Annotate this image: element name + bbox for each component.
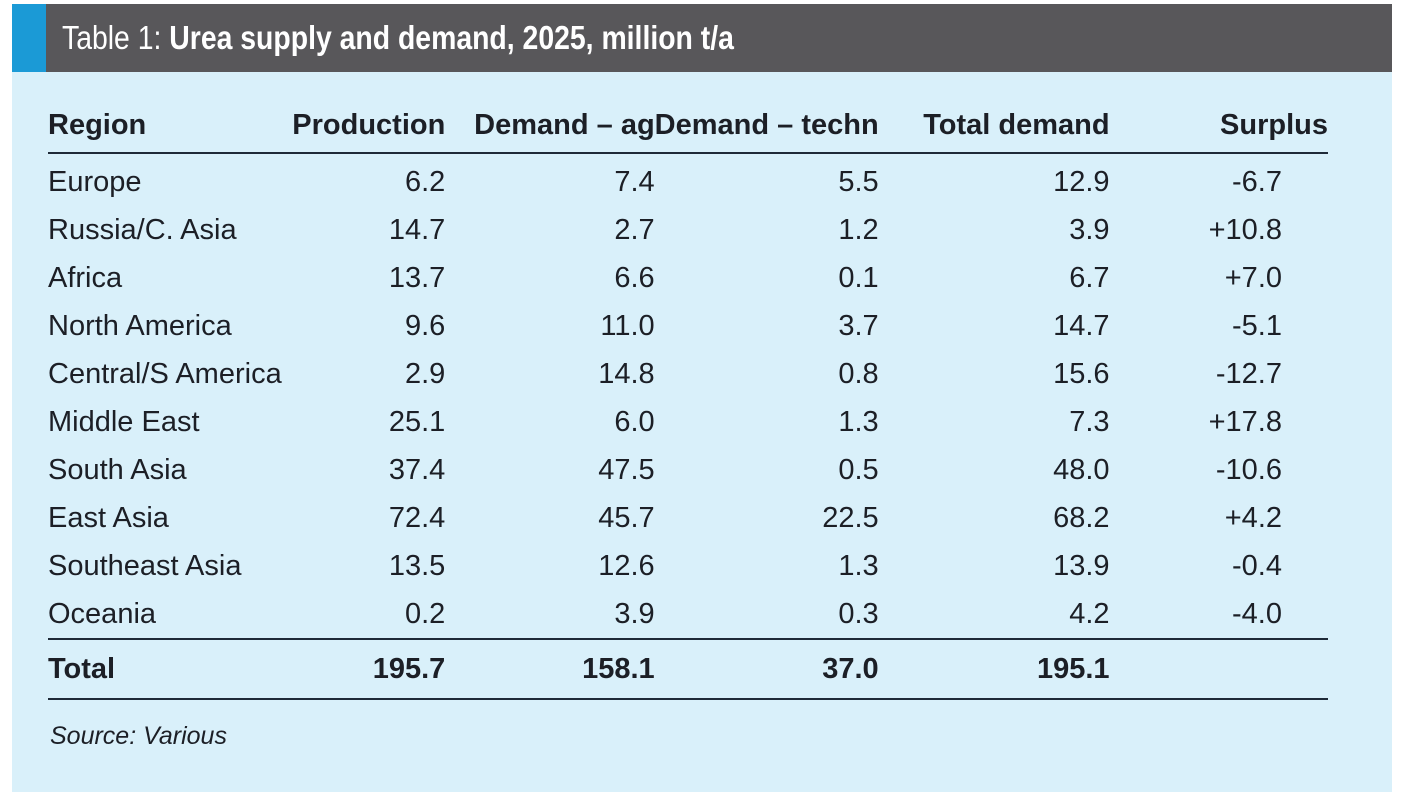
table-row: Africa 13.7 6.6 0.1 6.7 +7.0 bbox=[48, 254, 1328, 302]
table-row: Europe 6.2 7.4 5.5 12.9 -6.7 bbox=[48, 153, 1328, 206]
table-header-bar: Table 1: Urea supply and demand, 2025, m… bbox=[12, 4, 1392, 72]
table-title: Table 1: Urea supply and demand, 2025, m… bbox=[62, 18, 734, 58]
region-cell: Oceania bbox=[48, 597, 157, 630]
table-panel: Table 1: Urea supply and demand, 2025, m… bbox=[12, 4, 1392, 792]
table-number: Table 1: bbox=[62, 19, 170, 56]
total-label: Total bbox=[48, 652, 116, 685]
value-cell: 3.9 bbox=[614, 597, 655, 630]
table-row: Middle East 25.1 6.0 1.3 7.3 +17.8 bbox=[48, 398, 1328, 446]
value-cell: 5.5 bbox=[838, 165, 879, 198]
value-cell: 25.1 bbox=[388, 405, 446, 438]
value-cell: 14.7 bbox=[388, 213, 446, 246]
total-value-cell: 195.7 bbox=[372, 652, 446, 685]
region-cell: East Asia bbox=[48, 501, 169, 534]
table-row: East Asia 72.4 45.7 22.5 68.2 +4.2 bbox=[48, 494, 1328, 542]
table-row: North America 9.6 11.0 3.7 14.7 -5.1 bbox=[48, 302, 1328, 350]
value-cell: 1.3 bbox=[838, 549, 879, 582]
column-header: Demand – techn bbox=[654, 108, 879, 141]
table-row: South Asia 37.4 47.5 0.5 48.0 -10.6 bbox=[48, 446, 1328, 494]
region-cell: North America bbox=[48, 309, 232, 342]
value-cell: +7.0 bbox=[1224, 261, 1282, 294]
value-cell: 7.3 bbox=[1069, 405, 1110, 438]
source-note: Source: Various bbox=[50, 722, 227, 750]
value-cell: 1.2 bbox=[838, 213, 879, 246]
total-value-cell: 158.1 bbox=[582, 652, 655, 685]
value-cell: 68.2 bbox=[1053, 501, 1110, 534]
value-cell: 4.2 bbox=[1069, 597, 1110, 630]
value-cell: 6.0 bbox=[614, 405, 655, 438]
value-cell: 6.6 bbox=[614, 261, 655, 294]
column-header: Production bbox=[292, 108, 446, 141]
accent-stripe bbox=[12, 4, 46, 72]
value-cell: 0.3 bbox=[838, 597, 879, 630]
value-cell: 0.5 bbox=[838, 453, 879, 486]
total-row: Total 195.7 158.1 37.0 195.1 bbox=[48, 639, 1328, 699]
value-cell: -4.0 bbox=[1232, 597, 1282, 630]
column-header: Total demand bbox=[923, 108, 1110, 141]
value-cell: 6.2 bbox=[404, 165, 446, 198]
total-value-cell: 37.0 bbox=[822, 652, 879, 685]
table-caption: Urea supply and demand, 2025, million t/… bbox=[169, 19, 734, 56]
region-cell: Middle East bbox=[48, 405, 200, 438]
value-cell: 0.1 bbox=[838, 261, 879, 294]
value-cell: 22.5 bbox=[822, 501, 879, 534]
value-cell: 13.5 bbox=[388, 549, 446, 582]
total-value-cell: 195.1 bbox=[1036, 652, 1110, 685]
value-cell: 0.8 bbox=[838, 357, 879, 390]
column-header: Demand – ag bbox=[474, 108, 655, 141]
value-cell: 45.7 bbox=[598, 501, 655, 534]
value-cell: +10.8 bbox=[1208, 213, 1282, 246]
table-row: Oceania 0.2 3.9 0.3 4.2 -4.0 bbox=[48, 590, 1328, 639]
column-header: Region bbox=[48, 108, 147, 141]
value-cell: 6.7 bbox=[1069, 261, 1110, 294]
value-cell: +4.2 bbox=[1224, 501, 1282, 534]
urea-supply-demand-table: Region Production Demand – ag Demand – tech… bbox=[48, 98, 1328, 700]
value-cell: 48.0 bbox=[1053, 453, 1110, 486]
table-row: Southeast Asia 13.5 12.6 1.3 13.9 -0.4 bbox=[48, 542, 1328, 590]
value-cell: +17.8 bbox=[1208, 405, 1282, 438]
value-cell: 3.7 bbox=[838, 309, 879, 342]
region-cell: Europe bbox=[48, 165, 142, 198]
value-cell: 2.9 bbox=[404, 357, 446, 390]
value-cell: 14.7 bbox=[1053, 309, 1110, 342]
value-cell: 13.9 bbox=[1053, 549, 1110, 582]
value-cell: 12.9 bbox=[1053, 165, 1110, 198]
value-cell: 15.6 bbox=[1053, 357, 1110, 390]
table-row: Central/S America 2.9 14.8 0.8 15.6 -12.7 bbox=[48, 350, 1328, 398]
value-cell: 11.0 bbox=[600, 309, 655, 342]
value-cell: -12.7 bbox=[1215, 357, 1282, 390]
value-cell: -5.1 bbox=[1232, 309, 1282, 342]
column-header: Surplus bbox=[1220, 108, 1328, 141]
region-cell: Southeast Asia bbox=[48, 549, 242, 582]
value-cell: 1.3 bbox=[838, 405, 879, 438]
value-cell: 0.2 bbox=[404, 597, 446, 630]
region-cell: Central/S America bbox=[48, 357, 282, 390]
value-cell: 2.7 bbox=[614, 213, 655, 246]
region-cell: Russia/C. Asia bbox=[48, 213, 237, 246]
total-value-cell bbox=[1110, 639, 1328, 699]
region-cell: Africa bbox=[48, 261, 123, 294]
table-row: Russia/C. Asia 14.7 2.7 1.2 3.9 +10.8 bbox=[48, 206, 1328, 254]
region-cell: South Asia bbox=[48, 453, 187, 486]
value-cell: 7.4 bbox=[614, 165, 655, 198]
value-cell: -10.6 bbox=[1215, 453, 1282, 486]
value-cell: 9.6 bbox=[404, 309, 446, 342]
value-cell: 37.4 bbox=[388, 453, 446, 486]
value-cell: 3.9 bbox=[1069, 213, 1110, 246]
value-cell: 12.6 bbox=[598, 549, 655, 582]
value-cell: -6.7 bbox=[1232, 165, 1282, 198]
value-cell: 13.7 bbox=[388, 261, 446, 294]
value-cell: 14.8 bbox=[598, 357, 655, 390]
header-row: Region Production Demand – ag Demand – tech… bbox=[48, 98, 1328, 153]
value-cell: -0.4 bbox=[1232, 549, 1282, 582]
value-cell: 47.5 bbox=[598, 453, 655, 486]
value-cell: 72.4 bbox=[388, 501, 446, 534]
